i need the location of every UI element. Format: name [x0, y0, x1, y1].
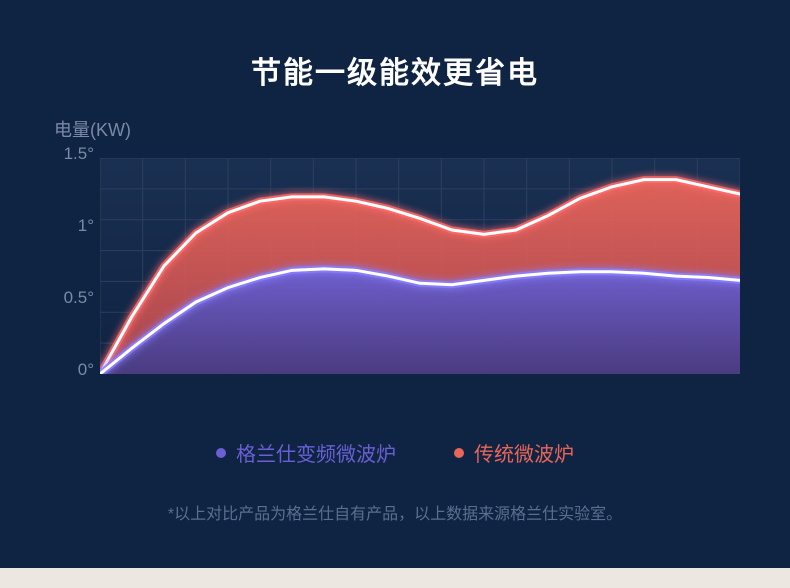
legend: 格兰仕变频微波炉 传统微波炉	[0, 438, 790, 467]
legend-item: 传统微波炉	[454, 438, 574, 467]
legend-item: 格兰仕变频微波炉	[216, 438, 396, 467]
chart-panel: 节能一级能效更省电 电量(KW) 格兰仕变频微波炉 传统微波炉 *以上对比产品为格…	[0, 0, 790, 568]
legend-label: 格兰仕变频微波炉	[236, 438, 396, 467]
legend-dot-icon	[216, 448, 226, 458]
y-axis-label: 电量(KW)	[54, 116, 131, 142]
chart-title: 节能一级能效更省电	[0, 48, 790, 92]
footnote: *以上对比产品为格兰仕自有产品，以上数据来源格兰仕实验室。	[0, 500, 790, 524]
bottom-strip	[0, 568, 790, 588]
y-tick-label: 1°	[54, 216, 94, 236]
legend-label: 传统微波炉	[474, 438, 574, 467]
y-tick-label: 0°	[54, 360, 94, 380]
legend-dot-icon	[454, 448, 464, 458]
y-tick-label: 1.5°	[54, 144, 94, 164]
y-tick-label: 0.5°	[54, 288, 94, 308]
area-chart	[100, 158, 740, 374]
